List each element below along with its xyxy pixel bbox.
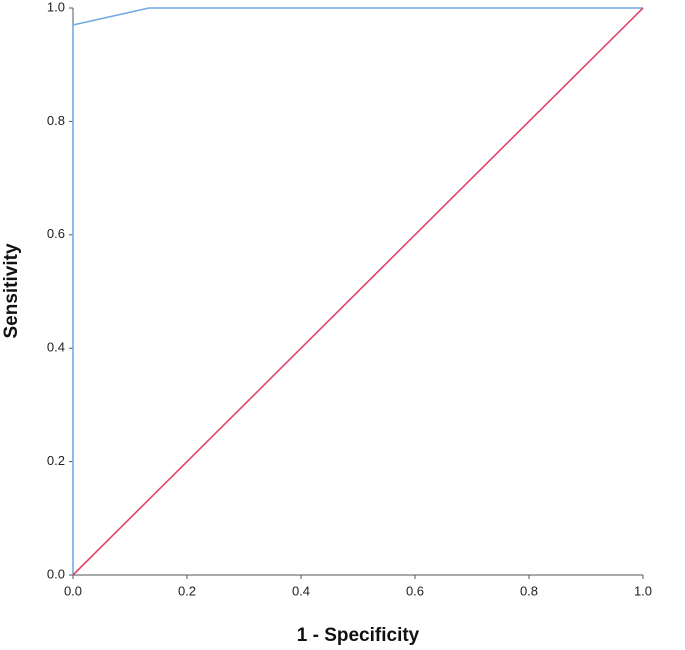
x-tick-label: 0.2 bbox=[178, 583, 196, 598]
x-tick-label: 0.0 bbox=[64, 583, 82, 598]
line bbox=[72, 7, 644, 576]
x-axis-title: 1 - Specificity bbox=[297, 625, 420, 646]
y-axis-title: Sensitivity bbox=[1, 243, 22, 338]
y-tick-label: 0.0 bbox=[47, 566, 65, 581]
x-tick-label: 1.0 bbox=[634, 583, 652, 598]
x-tick-label: 0.8 bbox=[520, 583, 538, 598]
x-tick-label: 0.6 bbox=[406, 583, 424, 598]
line bbox=[72, 7, 643, 575]
y-tick-label: 1.0 bbox=[47, 0, 65, 14]
y-tick-label: 0.4 bbox=[47, 340, 65, 355]
y-tick-label: 0.6 bbox=[47, 226, 65, 241]
y-tick-label: 0.8 bbox=[47, 113, 65, 128]
x-tick-label: 0.4 bbox=[292, 583, 310, 598]
y-tick-label: 0.2 bbox=[47, 453, 65, 468]
